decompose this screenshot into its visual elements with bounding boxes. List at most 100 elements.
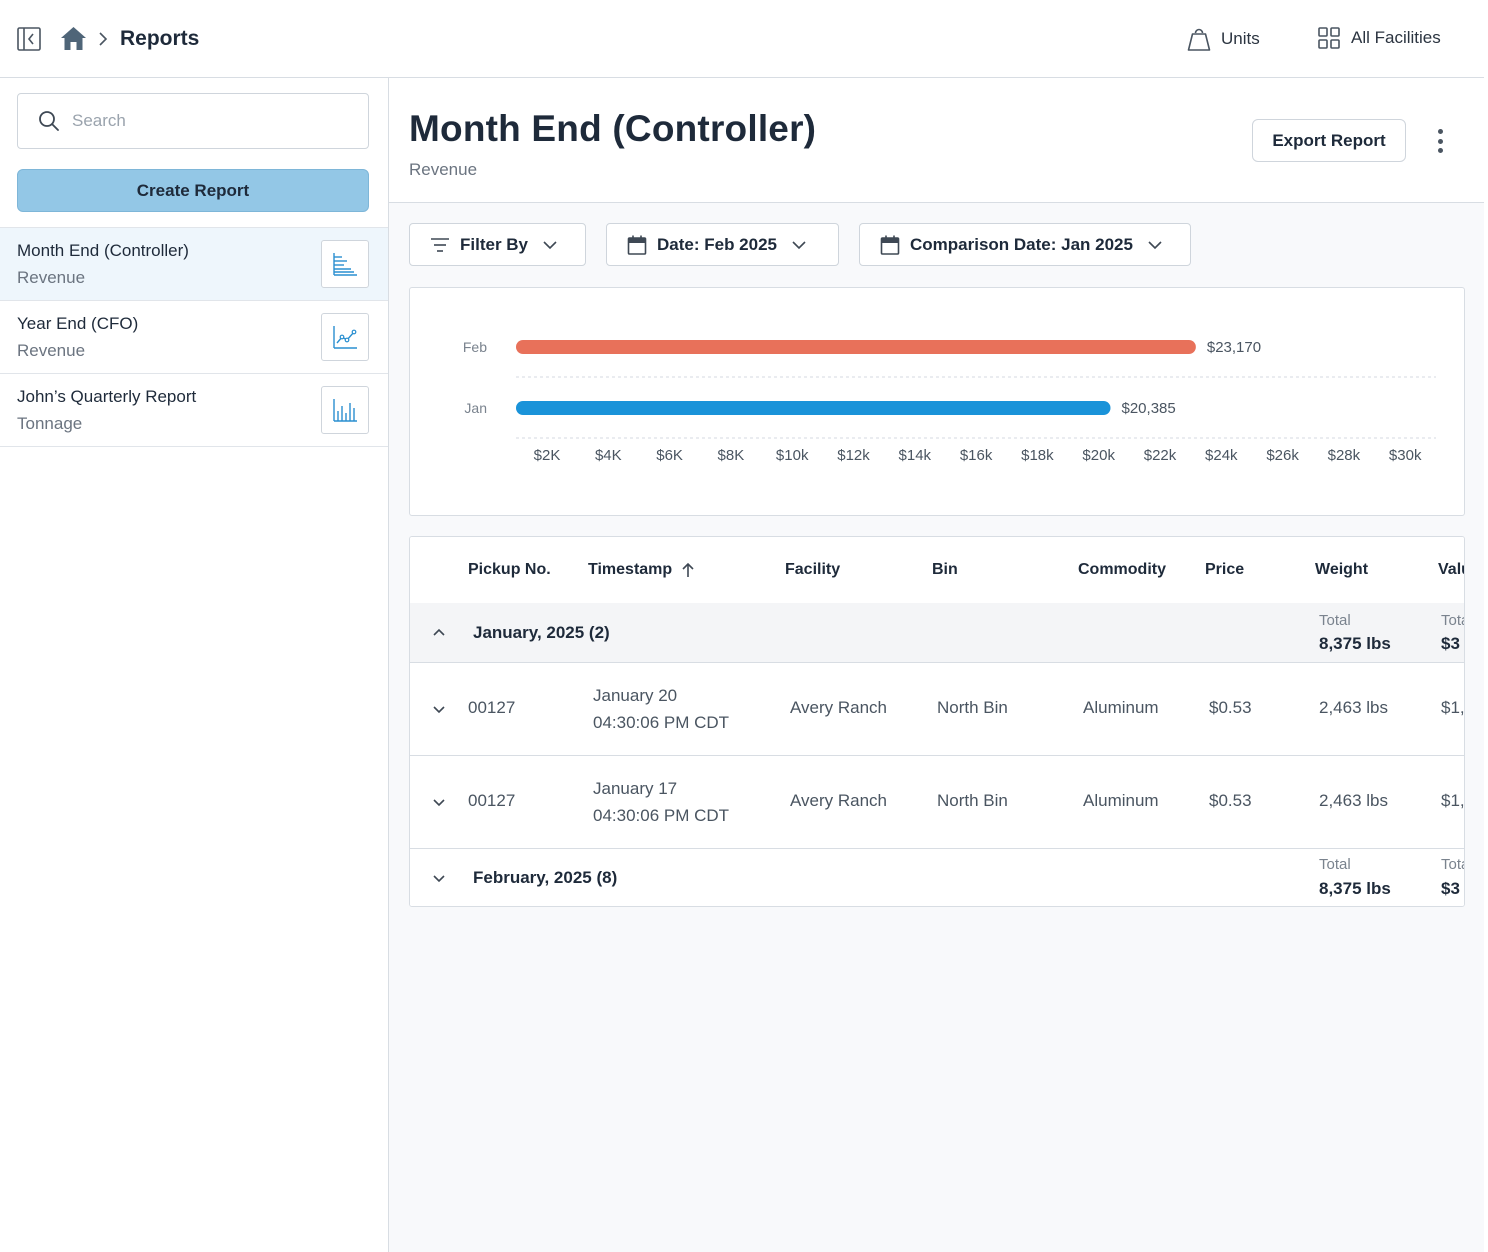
column-header-weight[interactable]: Weight bbox=[1315, 561, 1369, 578]
report-name: John’s Quarterly Report bbox=[17, 387, 197, 406]
line-chart-icon bbox=[321, 313, 369, 361]
chevron-up-icon[interactable] bbox=[431, 625, 447, 641]
revenue-bar-chart: Feb $23,170 Jan $20,385 $2K $4K $6K $8K $10k $12k… bbox=[463, 339, 1436, 464]
chart-category-label: Feb bbox=[463, 339, 487, 355]
top-bar: Reports Units All Facilities bbox=[0, 0, 1484, 78]
sort-ascending-icon[interactable] bbox=[680, 562, 696, 578]
chart-x-tick-label: $10k bbox=[776, 447, 809, 464]
column-header-price[interactable]: Price bbox=[1205, 561, 1245, 578]
weight-total-value: 8,375 lbs bbox=[1319, 879, 1391, 898]
cell-price: $0.53 bbox=[1209, 791, 1252, 810]
facilities-menu[interactable]: All Facilities bbox=[1317, 26, 1441, 50]
pickups-table: Pickup No. Timestamp Facility Bin Commod… bbox=[409, 536, 1465, 907]
revenue-chart: Feb $23,170 Jan $20,385 $2K $4K $6K $8K $10k $12k… bbox=[409, 287, 1465, 516]
chart-x-tick-label: $12k bbox=[837, 447, 870, 464]
chart-bar-jan bbox=[516, 401, 1111, 415]
weight-total-value: 8,375 lbs bbox=[1319, 634, 1391, 653]
units-label: Units bbox=[1221, 29, 1260, 48]
weight-icon bbox=[1187, 28, 1211, 51]
comparison-date-button[interactable]: Comparison Date: Jan 2025 bbox=[859, 223, 1191, 266]
chart-x-tick-label: $14k bbox=[899, 447, 932, 464]
report-category: Tonnage bbox=[17, 414, 83, 433]
cell-facility: Avery Ranch bbox=[790, 791, 888, 810]
cell-pickup: 00127 bbox=[468, 791, 516, 810]
value-total-value: $3 bbox=[1441, 634, 1460, 653]
table-row[interactable]: 00127 January 17 04:30:06 PM CDT Avery R… bbox=[410, 756, 1465, 849]
calendar-icon bbox=[627, 235, 647, 255]
report-list: Month End (Controller) Revenue Year End … bbox=[0, 227, 388, 447]
report-category: Revenue bbox=[17, 268, 86, 287]
date-filter-button[interactable]: Date: Feb 2025 bbox=[606, 223, 839, 266]
group-row-january[interactable]: January, 2025 (2) Total 8,375 lbs Total … bbox=[410, 603, 1464, 663]
chart-x-tick-label: $20k bbox=[1082, 447, 1115, 464]
chevron-down-icon[interactable] bbox=[431, 701, 447, 717]
export-report-button[interactable]: Export Report bbox=[1252, 119, 1406, 162]
cell-weight: 2,463 lbs bbox=[1319, 698, 1388, 717]
grid-icon bbox=[1318, 27, 1340, 49]
home-icon[interactable] bbox=[60, 26, 87, 51]
filter-by-label: Filter By bbox=[460, 234, 529, 254]
table-header: Pickup No. Timestamp Facility Bin Commod… bbox=[410, 537, 1464, 603]
units-menu[interactable]: Units bbox=[1187, 26, 1260, 52]
chevron-down-icon[interactable] bbox=[431, 794, 447, 810]
cell-date: January 20 bbox=[593, 686, 678, 705]
chevron-down-icon bbox=[543, 240, 557, 249]
column-header-timestamp[interactable]: Timestamp bbox=[588, 561, 696, 579]
create-report-button[interactable]: Create Report bbox=[17, 169, 369, 212]
chart-x-tick-label: $18k bbox=[1021, 447, 1054, 464]
filter-icon bbox=[431, 237, 449, 252]
group-label: February, 2025 (8) bbox=[473, 868, 618, 887]
report-category: Revenue bbox=[17, 341, 86, 360]
report-item-year-end[interactable]: Year End (CFO) Revenue bbox=[0, 301, 388, 374]
collapse-sidebar-icon[interactable] bbox=[17, 27, 41, 51]
cell-weight: 2,463 lbs bbox=[1319, 791, 1388, 810]
column-header-bin[interactable]: Bin bbox=[932, 561, 958, 578]
more-options-icon[interactable] bbox=[1427, 126, 1453, 156]
column-header-facility[interactable]: Facility bbox=[785, 561, 841, 578]
search-box[interactable] bbox=[17, 93, 369, 149]
chevron-down-icon bbox=[1148, 240, 1162, 249]
chevron-down-icon[interactable] bbox=[431, 870, 447, 886]
chart-x-tick-label: $22k bbox=[1144, 447, 1177, 464]
column-header-value[interactable]: Value bbox=[1438, 561, 1464, 578]
column-header-pickup[interactable]: Pickup No. bbox=[468, 561, 551, 578]
chart-value-label: $20,385 bbox=[1122, 400, 1176, 417]
chart-category-label: Jan bbox=[464, 400, 487, 416]
chart-x-tick-label: $8K bbox=[718, 447, 745, 464]
chart-value-label: $23,170 bbox=[1207, 339, 1261, 356]
column-header-commodity[interactable]: Commodity bbox=[1078, 561, 1166, 578]
comparison-date-label: Comparison Date: Jan 2025 bbox=[910, 234, 1133, 254]
page-title: Month End (Controller) bbox=[409, 108, 817, 149]
value-total-value: $3 bbox=[1441, 879, 1460, 898]
breadcrumb-separator-icon bbox=[99, 32, 108, 46]
filter-by-button[interactable]: Filter By bbox=[409, 223, 586, 266]
group-label: January, 2025 (2) bbox=[473, 623, 610, 642]
weight-total-label: Total bbox=[1319, 856, 1351, 873]
chart-x-tick-label: $4K bbox=[595, 447, 622, 464]
chart-x-tick-label: $24k bbox=[1205, 447, 1238, 464]
report-name: Year End (CFO) bbox=[17, 314, 139, 333]
table-row[interactable]: 00127 January 20 04:30:06 PM CDT Avery R… bbox=[410, 663, 1465, 756]
cell-value: $1, bbox=[1441, 791, 1465, 810]
chart-bar-feb bbox=[516, 340, 1196, 354]
cell-commodity: Aluminum bbox=[1083, 791, 1159, 810]
cell-bin: North Bin bbox=[937, 698, 1008, 717]
cell-timestamp: January 17 04:30:06 PM CDT bbox=[593, 775, 729, 829]
cell-price: $0.53 bbox=[1209, 698, 1252, 717]
page-subtitle: Revenue bbox=[409, 160, 478, 179]
group-row-february[interactable]: February, 2025 (8) Total 8,375 lbs Total… bbox=[410, 849, 1464, 906]
report-item-quarterly[interactable]: John’s Quarterly Report Tonnage bbox=[0, 374, 388, 447]
breadcrumb-current: Reports bbox=[120, 27, 200, 50]
report-header: Month End (Controller) Revenue Export Re… bbox=[389, 78, 1484, 203]
search-input[interactable] bbox=[72, 111, 332, 131]
search-icon bbox=[39, 111, 59, 131]
weight-total-label: Total bbox=[1319, 612, 1351, 629]
report-item-month-end[interactable]: Month End (Controller) Revenue bbox=[0, 228, 388, 301]
cell-facility: Avery Ranch bbox=[790, 698, 888, 717]
report-name: Month End (Controller) bbox=[17, 241, 189, 260]
cell-commodity: Aluminum bbox=[1083, 698, 1159, 717]
chart-x-tick-label: $16k bbox=[960, 447, 993, 464]
chart-x-tick-label: $30k bbox=[1389, 447, 1422, 464]
chart-x-tick-label: $2K bbox=[534, 447, 561, 464]
cell-value: $1, bbox=[1441, 698, 1465, 717]
